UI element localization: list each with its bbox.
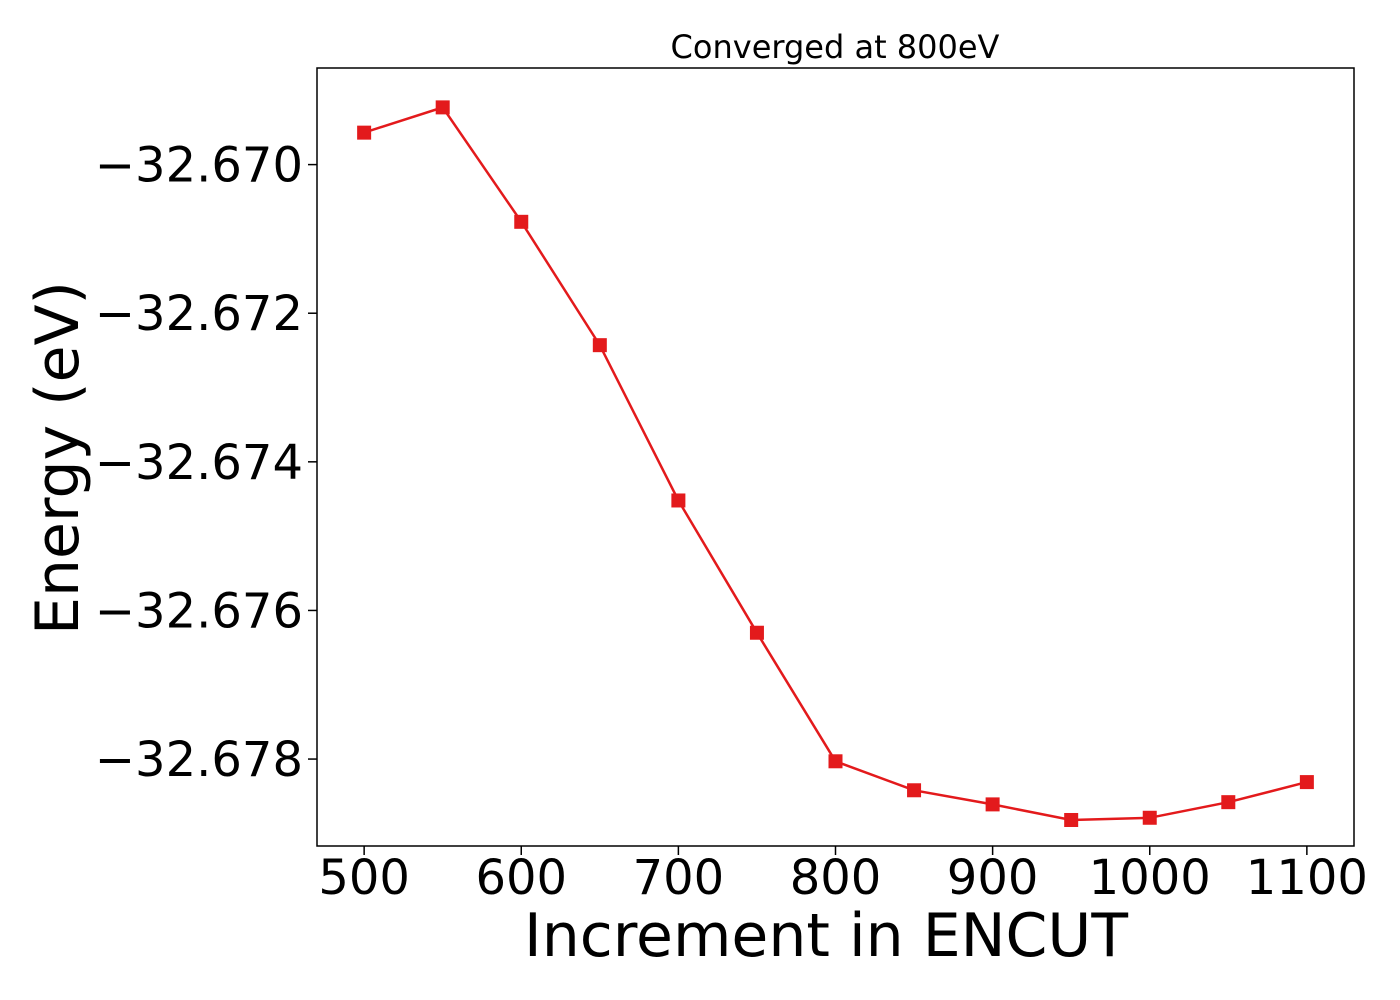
data-point (592, 338, 607, 353)
plot-area (357, 100, 1314, 827)
y-tick-label: −32.674 (95, 435, 303, 491)
chart-title: Converged at 800eV (671, 28, 1000, 66)
y-tick-label: −32.678 (95, 732, 303, 788)
x-tick-label: 1000 (1089, 850, 1211, 906)
data-point (985, 797, 1000, 812)
y-tick-label: −32.672 (95, 286, 303, 342)
data-point (357, 125, 372, 140)
plot-frame (316, 67, 1355, 847)
y-tick-label: −32.670 (95, 138, 303, 194)
data-point (907, 783, 922, 798)
x-tick-label: 700 (633, 850, 725, 906)
y-axis: −32.670 −32.672 −32.674 −32.676 −32.678 (95, 138, 317, 788)
x-tick-label: 600 (475, 850, 567, 906)
data-point (1221, 795, 1236, 810)
x-axis-label: Increment in ENCUT (524, 901, 1128, 971)
data-point (1142, 810, 1157, 825)
x-tick-label: 900 (947, 850, 1039, 906)
x-axis: 500 600 700 800 900 1000 1100 (318, 846, 1368, 906)
data-point (828, 754, 843, 769)
x-tick-label: 500 (318, 850, 410, 906)
data-point (749, 625, 764, 640)
x-tick-label: 1100 (1246, 850, 1368, 906)
data-point (671, 493, 686, 508)
data-point (1299, 775, 1314, 790)
y-axis-label: Energy (eV) (23, 281, 93, 635)
y-tick-label: −32.676 (95, 583, 303, 639)
data-point (1064, 812, 1079, 827)
x-tick-label: 800 (790, 850, 882, 906)
data-point (435, 100, 450, 115)
data-point (514, 214, 529, 229)
